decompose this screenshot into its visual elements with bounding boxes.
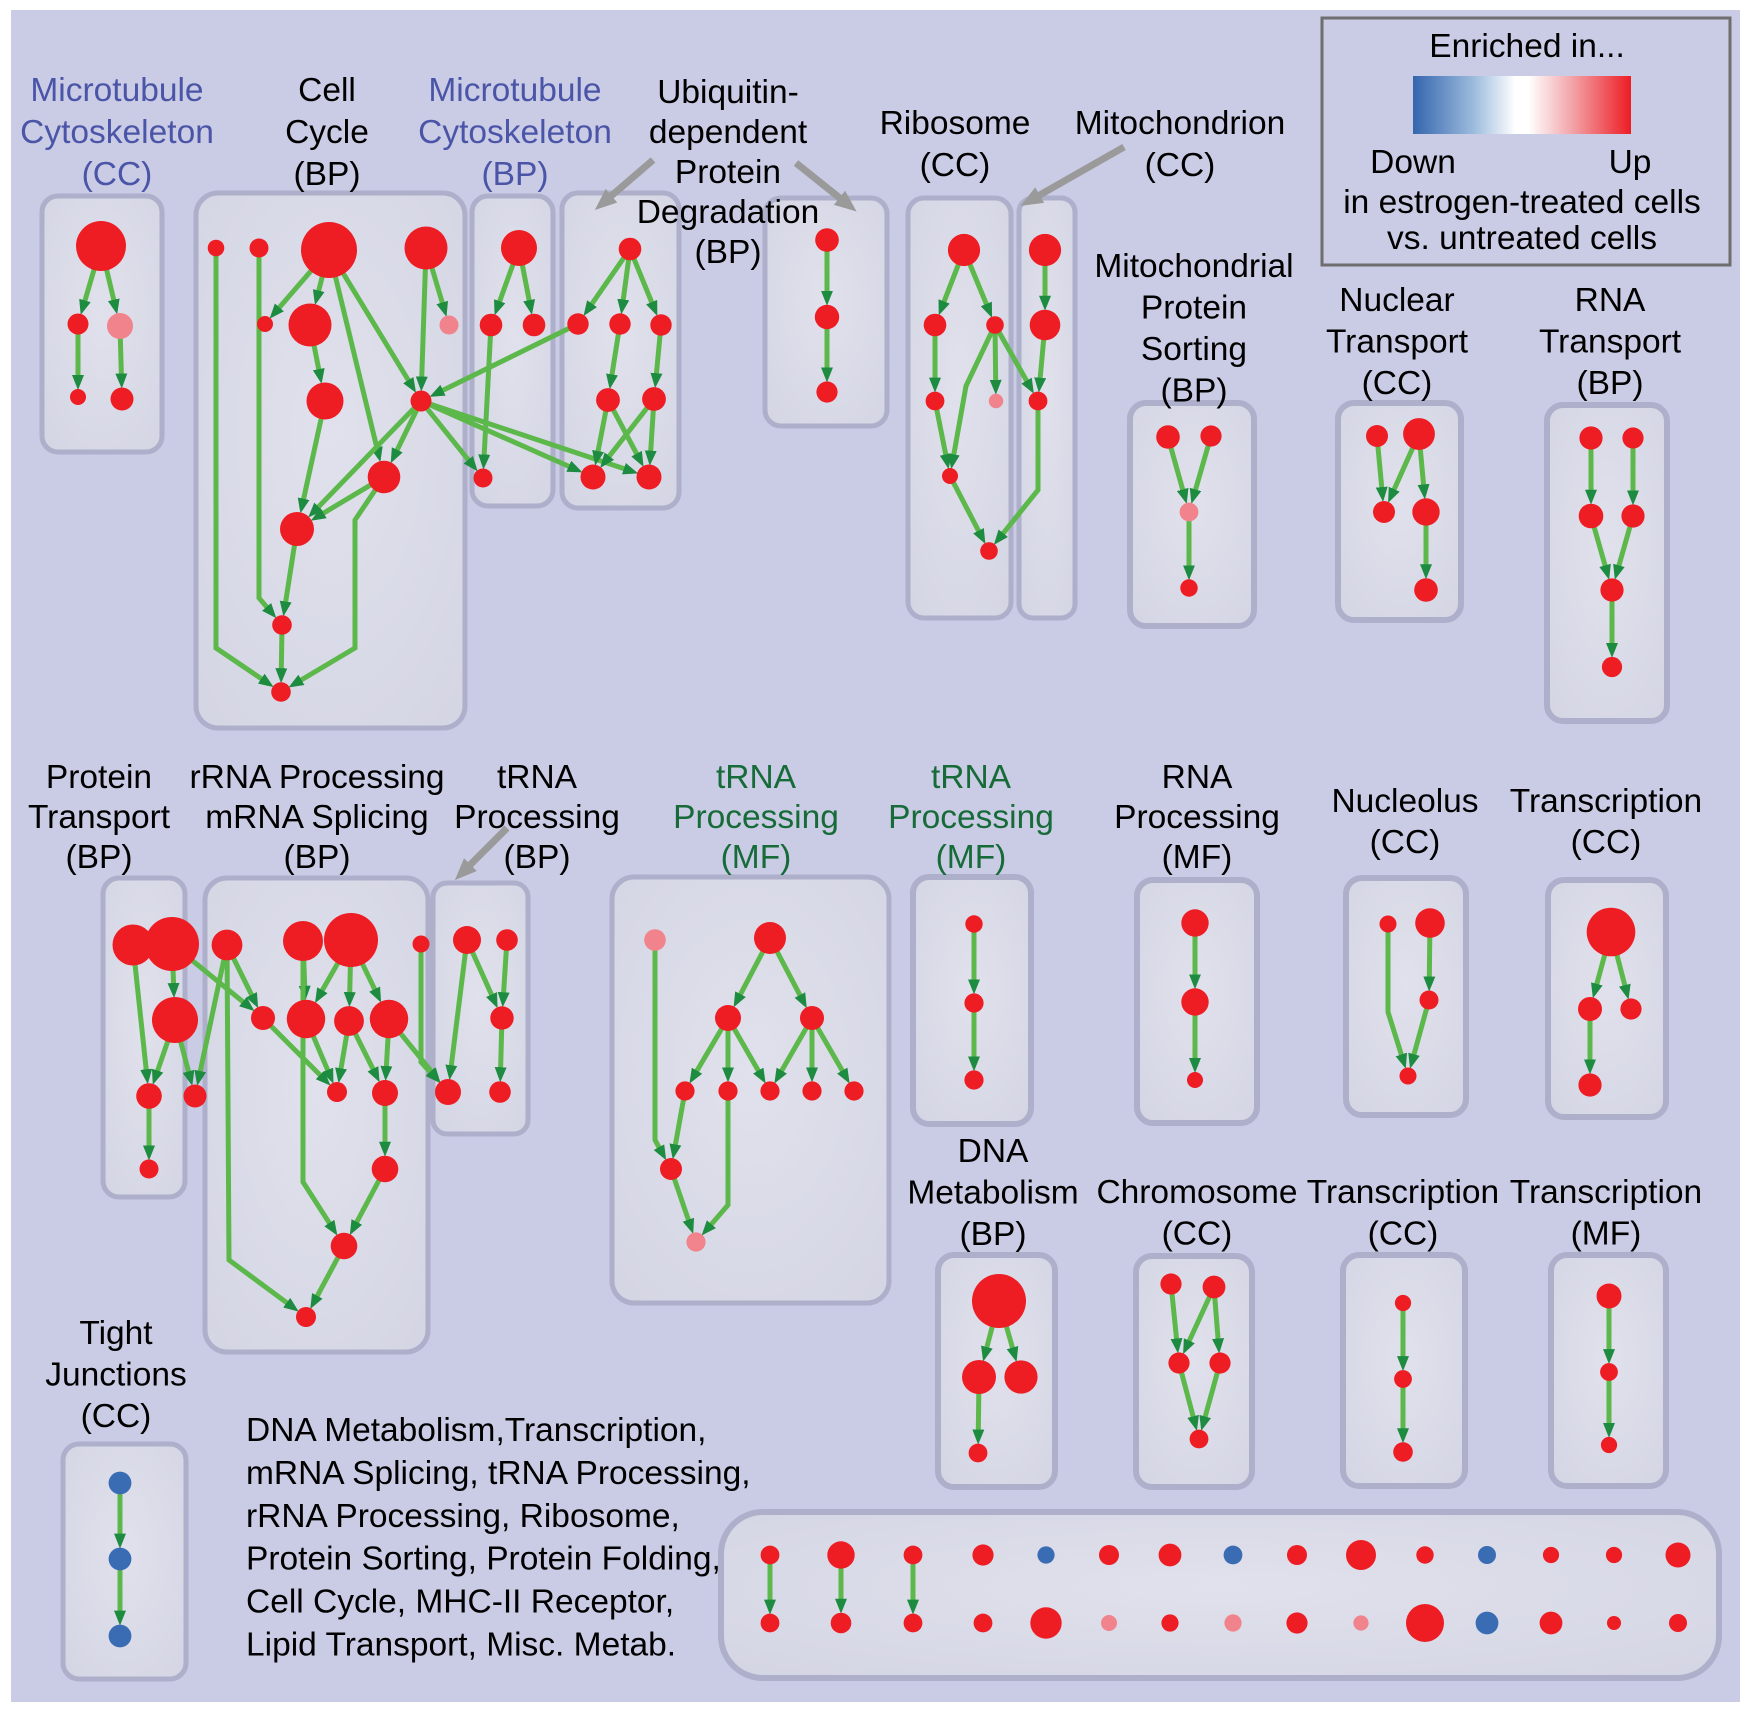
- svg-text:Nuclear: Nuclear: [1339, 282, 1454, 319]
- svg-text:Cell: Cell: [298, 72, 356, 109]
- svg-text:Transcription: Transcription: [1307, 1174, 1499, 1211]
- svg-text:(CC): (CC): [1571, 824, 1642, 861]
- svg-text:Protein: Protein: [46, 759, 152, 796]
- svg-text:Transport: Transport: [1539, 324, 1682, 361]
- svg-text:Chromosome: Chromosome: [1096, 1174, 1297, 1211]
- svg-text:Nucleolus: Nucleolus: [1331, 783, 1478, 820]
- svg-text:(BP): (BP): [294, 156, 361, 193]
- svg-text:(BP): (BP): [504, 839, 571, 876]
- svg-text:(BP): (BP): [1161, 373, 1228, 410]
- svg-text:Processing: Processing: [1114, 799, 1280, 836]
- svg-text:Transport: Transport: [1326, 324, 1469, 361]
- svg-text:(MF): (MF): [1571, 1216, 1642, 1253]
- svg-text:Cytoskeleton: Cytoskeleton: [20, 114, 214, 151]
- svg-text:in estrogen-treated cells: in estrogen-treated cells: [1343, 184, 1701, 221]
- svg-text:(CC): (CC): [1368, 1216, 1439, 1253]
- svg-text:(BP): (BP): [66, 839, 133, 876]
- svg-text:Protein Sorting, Protein Foldi: Protein Sorting, Protein Folding,: [246, 1541, 721, 1578]
- svg-text:Microtubule: Microtubule: [428, 72, 601, 109]
- svg-text:(CC): (CC): [1362, 365, 1433, 402]
- svg-text:DNA Metabolism,Transcription,: DNA Metabolism,Transcription,: [246, 1412, 706, 1449]
- svg-text:RNA: RNA: [1162, 759, 1233, 796]
- svg-text:(BP): (BP): [1577, 365, 1644, 402]
- svg-text:(CC): (CC): [920, 147, 991, 184]
- svg-text:Ribosome: Ribosome: [880, 105, 1031, 142]
- svg-text:mRNA Splicing, tRNA Processing: mRNA Splicing, tRNA Processing,: [246, 1455, 751, 1492]
- svg-text:Metabolism: Metabolism: [907, 1175, 1078, 1212]
- svg-text:(BP): (BP): [695, 234, 762, 271]
- svg-text:(BP): (BP): [960, 1216, 1027, 1253]
- svg-text:rRNA Processing: rRNA Processing: [189, 759, 444, 796]
- svg-text:(CC): (CC): [1145, 147, 1216, 184]
- svg-text:Lipid Transport, Misc. Metab.: Lipid Transport, Misc. Metab.: [246, 1627, 676, 1664]
- svg-text:Processing: Processing: [673, 799, 839, 836]
- svg-text:mRNA Splicing: mRNA Splicing: [205, 799, 428, 836]
- svg-text:RNA: RNA: [1575, 282, 1646, 319]
- svg-text:tRNA: tRNA: [716, 759, 797, 796]
- svg-text:Mitochondrial: Mitochondrial: [1094, 248, 1293, 285]
- svg-text:rRNA Processing, Ribosome,: rRNA Processing, Ribosome,: [246, 1498, 680, 1535]
- svg-text:(CC): (CC): [82, 156, 153, 193]
- svg-text:(BP): (BP): [482, 156, 549, 193]
- svg-text:(CC): (CC): [1370, 824, 1441, 861]
- svg-text:Processing: Processing: [888, 799, 1054, 836]
- svg-text:vs. untreated cells: vs. untreated cells: [1387, 220, 1657, 257]
- svg-text:Mitochondrion: Mitochondrion: [1075, 105, 1285, 142]
- svg-text:Ubiquitin-: Ubiquitin-: [657, 74, 799, 111]
- svg-text:dependent: dependent: [649, 114, 808, 151]
- svg-text:Transport: Transport: [28, 799, 171, 836]
- svg-text:(MF): (MF): [721, 839, 792, 876]
- svg-text:Transcription: Transcription: [1510, 783, 1702, 820]
- svg-text:Transcription: Transcription: [1510, 1174, 1702, 1211]
- svg-text:Protein: Protein: [1141, 290, 1247, 327]
- svg-text:DNA: DNA: [958, 1133, 1029, 1170]
- svg-text:(CC): (CC): [1162, 1216, 1233, 1253]
- svg-text:Sorting: Sorting: [1141, 331, 1247, 368]
- svg-text:Junctions: Junctions: [45, 1356, 187, 1393]
- svg-text:tRNA: tRNA: [497, 759, 578, 796]
- svg-text:Cell Cycle, MHC-II Receptor,: Cell Cycle, MHC-II Receptor,: [246, 1584, 674, 1621]
- svg-text:tRNA: tRNA: [931, 759, 1012, 796]
- svg-text:(MF): (MF): [936, 839, 1007, 876]
- svg-text:(CC): (CC): [81, 1398, 152, 1435]
- svg-text:Enriched in...: Enriched in...: [1429, 28, 1625, 65]
- svg-text:Processing: Processing: [454, 799, 620, 836]
- svg-text:Up: Up: [1609, 144, 1652, 181]
- svg-text:Tight: Tight: [79, 1315, 153, 1352]
- svg-text:Cytoskeleton: Cytoskeleton: [418, 114, 612, 151]
- svg-text:Degradation: Degradation: [637, 194, 820, 231]
- svg-text:Down: Down: [1370, 144, 1456, 181]
- svg-text:Cycle: Cycle: [285, 114, 369, 151]
- svg-text:Protein: Protein: [675, 154, 781, 191]
- svg-text:Microtubule: Microtubule: [30, 72, 203, 109]
- svg-text:(MF): (MF): [1162, 839, 1233, 876]
- svg-text:(BP): (BP): [284, 839, 351, 876]
